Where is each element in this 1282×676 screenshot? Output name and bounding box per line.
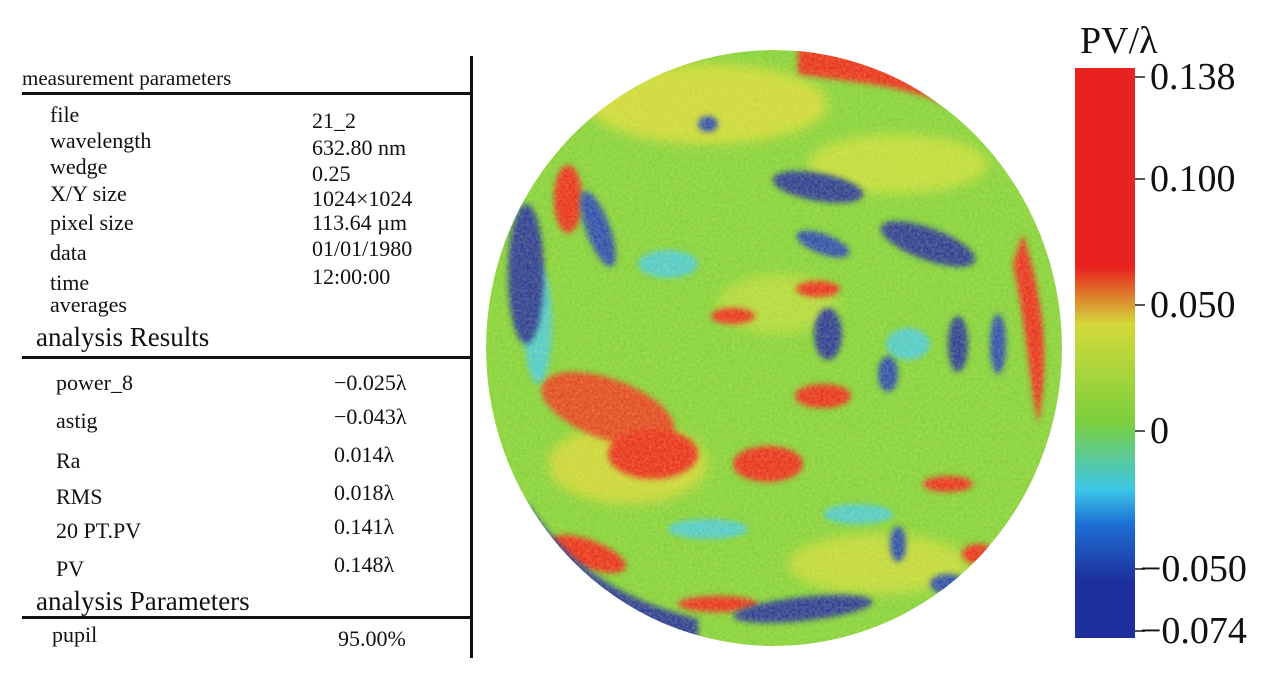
colorbar-tick — [1135, 568, 1145, 570]
param-value-pixel-size: 113.64 µm — [312, 210, 407, 235]
param-label-xy-size: X/Y size — [50, 181, 127, 206]
colorbar-tick-label: 0.100 — [1150, 158, 1236, 200]
header-rule — [22, 92, 470, 95]
colorbar-tick — [1135, 430, 1145, 432]
analysis-parameters-header: analysis Parameters — [36, 586, 250, 616]
colorbar-tick — [1135, 630, 1145, 632]
result-value-ra: 0.014λ — [334, 442, 395, 467]
result-value-pv: 0.148λ — [334, 552, 395, 577]
result-value-20ptpv: 0.141λ — [334, 514, 395, 539]
result-label-rms: RMS — [56, 484, 103, 509]
colorbar-tick-label: −0.050 — [1140, 548, 1247, 590]
result-label-ra: Ra — [56, 448, 81, 473]
param-value-file: 21_2 — [312, 108, 356, 133]
measurement-parameters-header: measurement parameters — [22, 66, 232, 90]
result-label-20ptpv: 20 PT.PV — [56, 518, 142, 543]
colorbar — [1075, 68, 1135, 638]
parameters-rule — [22, 616, 470, 619]
analysis-results-header: analysis Results — [36, 322, 210, 352]
colorbar-tick-label: 0 — [1150, 410, 1169, 452]
result-value-rms: 0.018λ — [334, 480, 395, 505]
colorbar-tick-label: −0.074 — [1140, 610, 1247, 652]
param-label-time: time — [50, 270, 90, 295]
param-label-pupil: pupil — [52, 622, 98, 647]
param-label-pixel-size: pixel size — [50, 210, 134, 235]
param-value-pupil: 95.00% — [338, 626, 406, 651]
table-vertical-divider — [470, 56, 473, 658]
param-label-averages: averages — [50, 292, 127, 317]
param-value-data: 01/01/1980 — [312, 236, 413, 261]
result-label-astig: astig — [56, 408, 98, 433]
param-value-wedge: 0.25 — [312, 161, 351, 186]
result-label-pv: PV — [56, 556, 85, 581]
colorbar-tick — [1135, 76, 1145, 78]
result-value-astig: −0.043λ — [334, 404, 407, 429]
colorbar-tick-label: 0.138 — [1150, 56, 1236, 98]
surface-map — [486, 50, 1062, 646]
result-value-power8: −0.025λ — [334, 370, 407, 395]
colorbar-tick — [1135, 304, 1145, 306]
param-value-xy-size: 1024×1024 — [312, 186, 413, 211]
colorbar-tick — [1135, 178, 1145, 180]
colorbar-tick-label: 0.050 — [1150, 284, 1236, 326]
param-label-wedge: wedge — [50, 154, 108, 179]
param-value-wavelength: 632.80 nm — [312, 135, 407, 160]
result-label-power8: power_8 — [56, 370, 133, 395]
param-label-data: data — [50, 240, 87, 265]
colorbar-title: PV/λ — [1080, 20, 1158, 62]
param-value-time: 12:00:00 — [312, 264, 391, 289]
param-label-wavelength: wavelength — [50, 128, 152, 153]
param-label-file: file — [50, 102, 80, 127]
results-rule — [22, 356, 470, 359]
